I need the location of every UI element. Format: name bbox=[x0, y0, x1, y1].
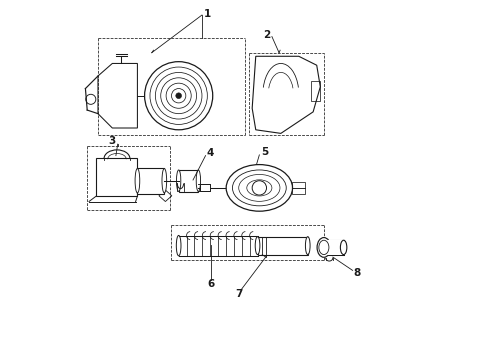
Circle shape bbox=[176, 93, 181, 99]
Text: 1: 1 bbox=[204, 9, 211, 19]
Text: 2: 2 bbox=[263, 30, 270, 40]
Circle shape bbox=[252, 181, 267, 195]
Text: 4: 4 bbox=[206, 148, 214, 158]
Ellipse shape bbox=[305, 237, 310, 255]
Bar bbox=[311, 81, 320, 101]
Polygon shape bbox=[159, 190, 172, 202]
Text: 3: 3 bbox=[109, 136, 116, 146]
Bar bbox=[324, 240, 343, 255]
Polygon shape bbox=[98, 63, 137, 128]
Circle shape bbox=[145, 62, 213, 130]
Text: 6: 6 bbox=[207, 279, 215, 289]
Ellipse shape bbox=[176, 235, 181, 256]
Bar bbox=[179, 170, 198, 192]
Text: 7: 7 bbox=[236, 289, 243, 299]
Ellipse shape bbox=[317, 238, 331, 257]
Bar bbox=[96, 158, 137, 196]
Ellipse shape bbox=[341, 240, 347, 255]
Text: 8: 8 bbox=[353, 268, 361, 278]
Ellipse shape bbox=[226, 165, 293, 211]
Polygon shape bbox=[252, 56, 320, 134]
Bar bbox=[137, 168, 164, 194]
Ellipse shape bbox=[255, 237, 260, 255]
Ellipse shape bbox=[135, 168, 140, 193]
Ellipse shape bbox=[162, 168, 167, 193]
Text: 5: 5 bbox=[261, 147, 268, 157]
Bar bbox=[292, 182, 305, 194]
Ellipse shape bbox=[176, 170, 181, 192]
Bar bbox=[258, 237, 308, 255]
Ellipse shape bbox=[196, 170, 200, 192]
Bar bbox=[200, 184, 210, 192]
